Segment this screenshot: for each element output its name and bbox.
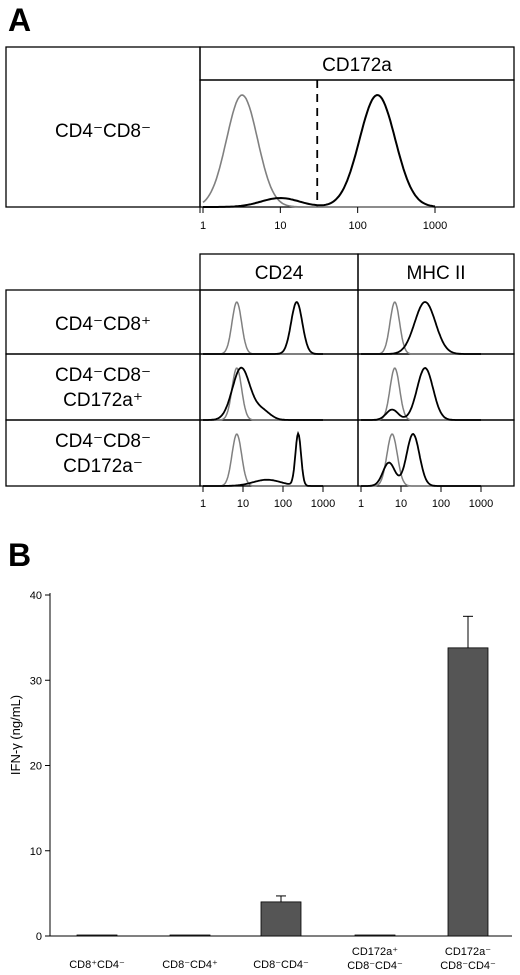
y-axis-label: IFN-γ (ng/mL) [8, 695, 23, 775]
y-tick-label: 40 [30, 590, 42, 602]
control-histogram [202, 94, 435, 208]
top-row-label: CD4⁻CD8⁻ [55, 121, 151, 142]
row-label: CD4⁻CD8⁺ [55, 314, 151, 335]
column-header-cd24: CD24 [255, 263, 304, 284]
stain-histogram [361, 367, 481, 421]
cd24-x-tick-label: 100 [274, 498, 292, 510]
top-histogram [202, 93, 436, 208]
top-x-tick-label: 1 [200, 220, 206, 232]
y-tick-label: 20 [30, 761, 42, 773]
bar [169, 934, 211, 937]
top-x-tick-label: 100 [348, 220, 366, 232]
x-tick-label: CD8⁻CD4⁻ [440, 960, 496, 972]
bar [76, 934, 118, 937]
panel-b-letter: B [8, 537, 32, 573]
y-tick-label: 0 [36, 931, 42, 943]
top-x-tick-label: 10 [274, 220, 286, 232]
plot-cell [199, 419, 359, 487]
stain-histogram [361, 433, 481, 487]
plot-cell [199, 353, 359, 421]
stain-histogram [361, 301, 481, 355]
mhc-x-tick-label: 1 [358, 498, 364, 510]
x-tick-label: CD8⁻CD4⁻ [253, 959, 309, 971]
mhc-x-tick-label: 100 [432, 498, 450, 510]
top-column-header: CD172a [322, 55, 392, 76]
top-x-axis: 1 10 100 1000 [199, 207, 447, 232]
stain-histogram [203, 301, 323, 355]
bar [354, 934, 396, 937]
row-label: CD172a⁻ [63, 456, 143, 477]
stain-histogram [203, 430, 323, 487]
y-tick-label: 30 [30, 675, 42, 687]
column-header-mhc: MHC II [406, 263, 465, 284]
control-histogram [361, 301, 481, 355]
control-histogram [203, 301, 323, 355]
stain-histogram [203, 366, 323, 421]
control-histogram [203, 367, 323, 421]
x-tick-label: CD172a⁻ [445, 946, 491, 958]
control-histogram [203, 433, 323, 487]
x-tick-label: CD8⁻CD4⁻ [347, 960, 403, 972]
bars [76, 615, 489, 937]
bottom-histograms [203, 301, 481, 487]
panel-a-letter: A [8, 2, 32, 38]
mhc-x-tick-label: 10 [395, 498, 407, 510]
bottom-x-axes: 1 10 100 1000 1 10 100 1000 [200, 486, 493, 510]
x-tick-label: CD8⁺CD4⁻ [69, 959, 125, 971]
row-label: CD4⁻CD8⁻ [55, 365, 151, 386]
stain-histogram [203, 93, 436, 208]
bar [447, 647, 489, 937]
plot-cell [357, 353, 515, 421]
mhc-x-tick-label: 1000 [469, 498, 493, 510]
row-label: CD4⁻CD8⁻ [55, 431, 151, 452]
panel-a-histograms: CD172a CD4⁻CD8⁻ 1 10 100 1000 CD24 MHC I… [5, 46, 515, 510]
y-tick-label: 10 [30, 846, 42, 858]
cd24-x-tick-label: 10 [237, 498, 249, 510]
x-tick-label: CD8⁻CD4⁺ [162, 959, 218, 971]
plot-cell [199, 289, 359, 355]
cd24-x-tick-label: 1 [200, 498, 206, 510]
cd24-x-tick-label: 1000 [311, 498, 335, 510]
top-x-tick-label: 1000 [423, 220, 447, 232]
bar [260, 901, 302, 937]
row-label: CD172a⁺ [63, 390, 143, 411]
panel-b-bar-chart: IFN-γ (ng/mL) 0 10 20 30 40 CD8⁺CD4⁻ CD8… [8, 590, 512, 972]
x-tick-label: CD172a⁺ [352, 946, 398, 958]
